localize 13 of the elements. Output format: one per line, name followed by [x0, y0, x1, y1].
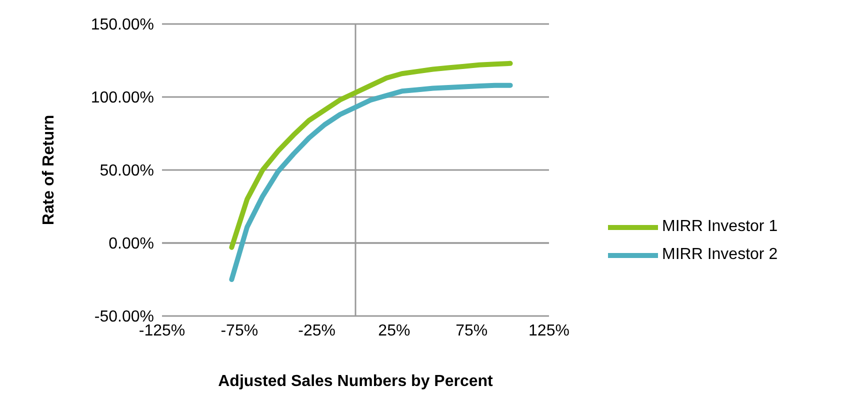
- y-tick-label: 100.00%: [90, 90, 154, 107]
- y-tick-label: 0.00%: [108, 236, 154, 253]
- legend-label: MIRR Investor 2: [662, 246, 778, 264]
- x-tick-label: -25%: [298, 322, 336, 340]
- x-axis-title: Adjusted Sales Numbers by Percent: [218, 373, 494, 390]
- x-tick-label: -75%: [220, 322, 258, 340]
- y-tick-label: 150.00%: [90, 16, 154, 34]
- x-tick-label: 75%: [456, 322, 488, 340]
- x-tick-label: 25%: [378, 322, 410, 340]
- x-tick-label: 125%: [528, 322, 570, 340]
- legend-label: MIRR Investor 1: [662, 218, 778, 236]
- y-axis-title: Rate of Return: [40, 114, 58, 226]
- y-tick-label: 50.00%: [100, 162, 154, 180]
